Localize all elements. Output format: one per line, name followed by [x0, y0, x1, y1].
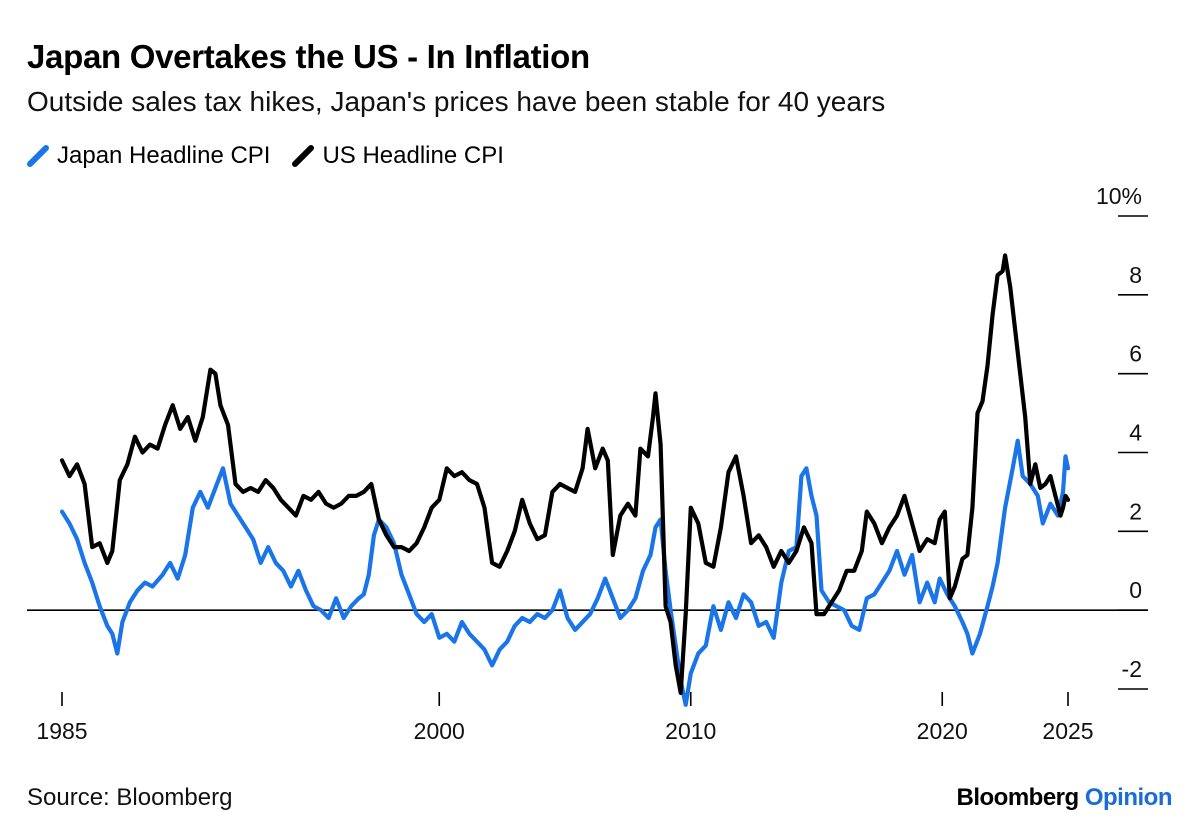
y-tick-label: 6: [1129, 341, 1142, 367]
legend-label-japan: Japan Headline CPI: [57, 142, 271, 169]
x-tick-label: 2020: [917, 718, 968, 744]
series-line-japan: [59, 438, 1071, 707]
legend-swatch-us: [292, 145, 315, 167]
legend: Japan Headline CPI US Headline CPI: [27, 142, 526, 170]
legend-item-us: US Headline CPI: [292, 142, 504, 170]
y-tick-label: 2: [1129, 498, 1142, 524]
brand-logo: Bloomberg Opinion: [957, 784, 1173, 812]
series-line-us: [59, 253, 1071, 695]
chart-subtitle: Outside sales tax hikes, Japan's prices …: [27, 86, 886, 117]
y-tick-label: 10%: [1096, 183, 1142, 209]
legend-item-japan: Japan Headline CPI: [27, 142, 270, 170]
x-tick-label: 2000: [414, 718, 465, 744]
x-tick-label: 1985: [36, 718, 87, 744]
y-tick-label: 4: [1129, 420, 1142, 446]
legend-label-us: US Headline CPI: [322, 142, 504, 169]
legend-swatch-japan: [27, 145, 49, 167]
chart-title: Japan Overtakes the US - In Inflation: [27, 38, 590, 75]
brand-secondary: Opinion: [1084, 784, 1173, 811]
source-note: Source: Bloomberg: [27, 784, 233, 811]
y-tick-label: 8: [1129, 262, 1142, 288]
x-tick-label: 2010: [665, 718, 716, 744]
brand-primary: Bloomberg: [956, 784, 1080, 811]
y-tick-label: -2: [1122, 656, 1142, 682]
y-tick-label: 0: [1129, 577, 1142, 603]
x-tick-label: 2025: [1042, 718, 1093, 744]
